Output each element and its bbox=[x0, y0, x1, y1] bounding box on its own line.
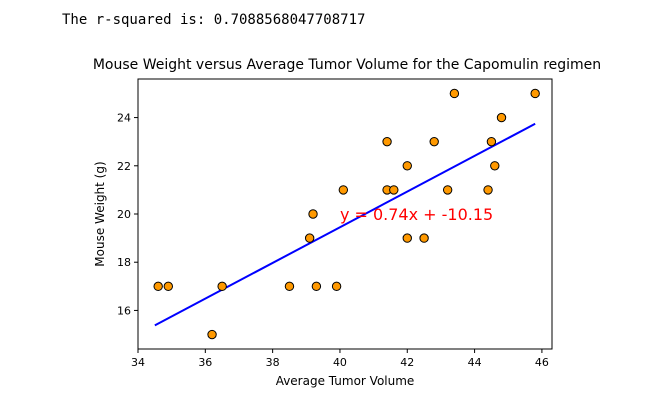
data-point bbox=[496, 112, 507, 123]
data-point bbox=[530, 88, 540, 99]
plot-area-frame bbox=[137, 78, 553, 350]
y-tick-label: 24 bbox=[117, 112, 131, 125]
data-point bbox=[490, 161, 500, 171]
data-point bbox=[449, 88, 460, 99]
data-point bbox=[389, 185, 399, 195]
data-point bbox=[483, 185, 493, 195]
data-point bbox=[429, 136, 439, 147]
data-point bbox=[153, 281, 163, 292]
regression-line bbox=[154, 122, 536, 327]
data-point bbox=[308, 209, 318, 219]
data-point bbox=[382, 136, 392, 147]
data-point bbox=[217, 281, 227, 292]
data-point bbox=[304, 233, 315, 243]
chart-title: Mouse Weight versus Average Tumor Volume… bbox=[93, 57, 601, 73]
y-tick-label: 20 bbox=[117, 208, 131, 221]
r-squared-output: The r-squared is: 0.7088568047708717 bbox=[62, 12, 366, 28]
data-point bbox=[311, 281, 322, 292]
data-point bbox=[207, 329, 217, 340]
data-point bbox=[442, 185, 453, 195]
data-point bbox=[486, 136, 497, 147]
data-point bbox=[402, 233, 412, 243]
data-point bbox=[331, 281, 342, 292]
x-tick-label: 38 bbox=[266, 356, 280, 369]
data-point bbox=[163, 281, 173, 292]
data-point bbox=[402, 161, 412, 171]
x-tick-label: 40 bbox=[333, 356, 347, 369]
x-tick-label: 44 bbox=[468, 356, 482, 369]
y-tick-label: 18 bbox=[117, 256, 131, 269]
regression-equation: y = 0.74x + -10.15 bbox=[340, 205, 493, 224]
x-tick-label: 46 bbox=[535, 356, 549, 369]
x-tick-label: 42 bbox=[400, 356, 414, 369]
x-axis-label: Average Tumor Volume bbox=[276, 374, 415, 388]
y-axis-label: Mouse Weight (g) bbox=[93, 161, 107, 266]
data-point bbox=[338, 185, 349, 195]
data-point bbox=[419, 233, 429, 243]
data-point bbox=[284, 281, 295, 292]
x-tick-label: 36 bbox=[198, 356, 212, 369]
x-tick-label: 34 bbox=[131, 356, 145, 369]
y-tick-label: 16 bbox=[117, 304, 131, 317]
y-tick-label: 22 bbox=[117, 160, 131, 173]
